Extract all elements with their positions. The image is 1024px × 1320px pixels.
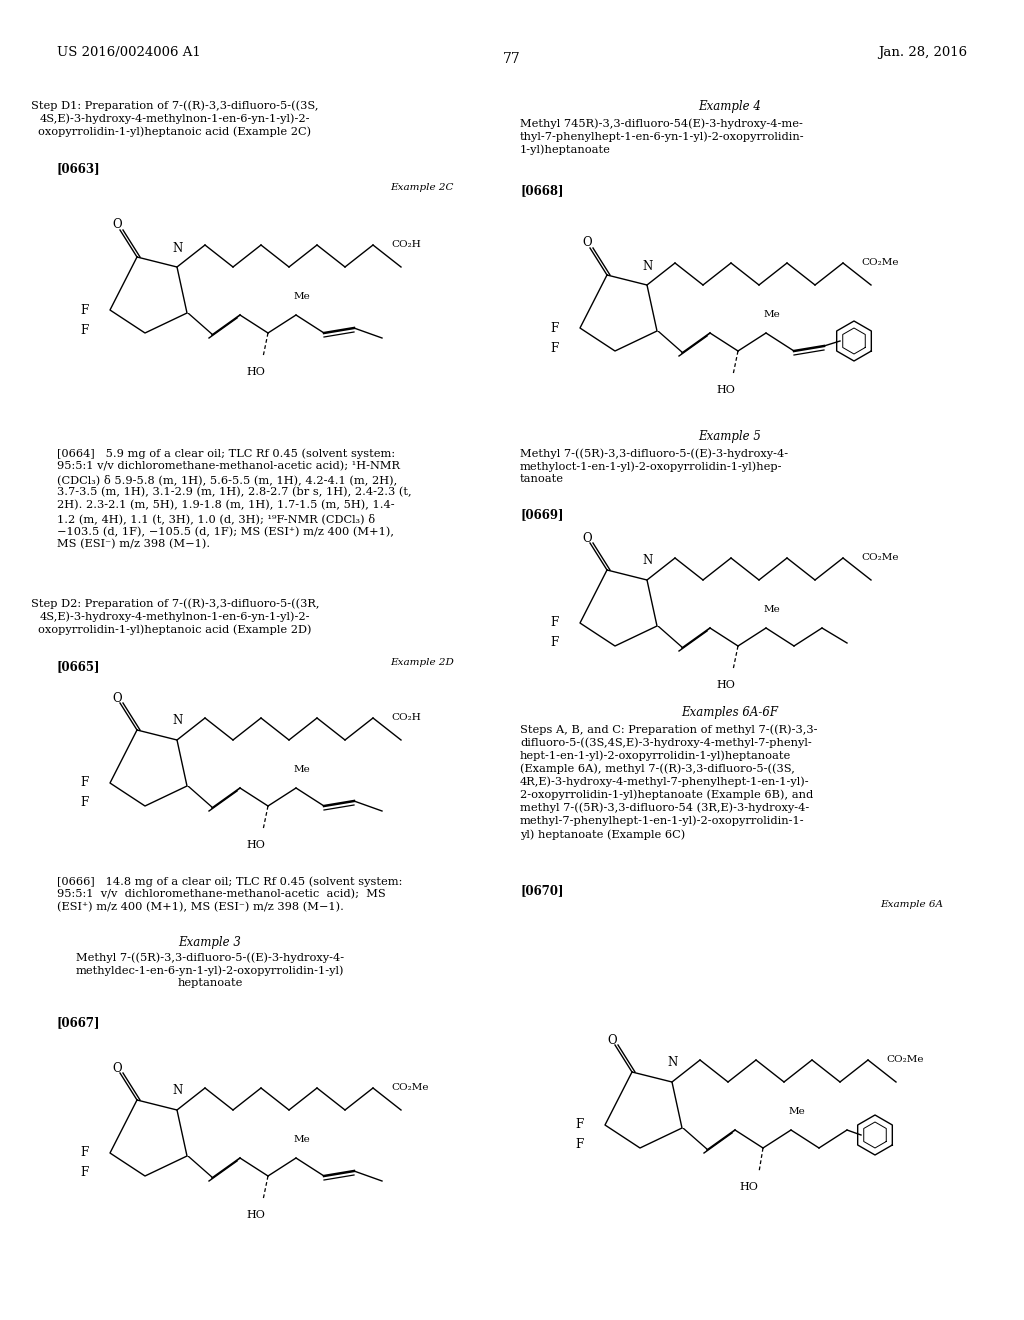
Text: O: O — [607, 1034, 616, 1047]
Text: CO₂Me: CO₂Me — [391, 1082, 428, 1092]
Text: Example 2D: Example 2D — [390, 657, 454, 667]
Text: O: O — [112, 692, 122, 705]
Text: F: F — [80, 323, 88, 337]
Text: HO: HO — [716, 385, 735, 395]
Text: N: N — [642, 260, 652, 272]
Polygon shape — [187, 785, 214, 808]
Text: [0667]: [0667] — [57, 1016, 100, 1030]
Text: US 2016/0024006 A1: US 2016/0024006 A1 — [57, 46, 201, 59]
Text: Steps A, B, and C: Preparation of methyl 7-((R)-3,3-
difluoro-5-((3S,4S,E)-3-hyd: Steps A, B, and C: Preparation of methyl… — [520, 723, 817, 840]
Text: F: F — [575, 1118, 584, 1131]
Text: Methyl 7-((5R)-3,3-difluoro-5-((E)-3-hydroxy-4-
methyloct-1-en-1-yl)-2-oxopyrrol: Methyl 7-((5R)-3,3-difluoro-5-((E)-3-hyd… — [520, 447, 788, 484]
Text: HO: HO — [246, 1210, 265, 1220]
Text: CO₂H: CO₂H — [391, 713, 421, 722]
Text: Examples 6A-6F: Examples 6A-6F — [682, 706, 778, 719]
Text: [0668]: [0668] — [520, 183, 563, 197]
Text: [0666]   14.8 mg of a clear oil; TLC Rf 0.45 (solvent system:
95:5:1  v/v  dichl: [0666] 14.8 mg of a clear oil; TLC Rf 0.… — [57, 876, 402, 912]
Text: Example 6A: Example 6A — [880, 900, 943, 909]
Text: CO₂H: CO₂H — [391, 240, 421, 249]
Text: F: F — [80, 1167, 88, 1180]
Text: N: N — [172, 1085, 182, 1097]
Text: HO: HO — [739, 1181, 758, 1192]
Text: Me: Me — [764, 310, 780, 319]
Text: Me: Me — [294, 292, 310, 301]
Text: HO: HO — [246, 840, 265, 850]
Text: F: F — [550, 616, 558, 630]
Text: [0669]: [0669] — [520, 508, 563, 521]
Text: O: O — [112, 1061, 122, 1074]
Text: Methyl 745R)-3,3-difluoro-54(E)-3-hydroxy-4-me-
thyl-7-phenylhept-1-en-6-yn-1-yl: Methyl 745R)-3,3-difluoro-54(E)-3-hydrox… — [520, 117, 805, 154]
Text: Me: Me — [764, 605, 780, 614]
Text: CO₂Me: CO₂Me — [886, 1055, 924, 1064]
Text: F: F — [80, 776, 88, 789]
Text: O: O — [582, 236, 592, 249]
Text: N: N — [172, 714, 182, 727]
Text: CO₂Me: CO₂Me — [861, 553, 898, 562]
Text: F: F — [550, 636, 558, 649]
Text: [0665]: [0665] — [57, 660, 100, 673]
Polygon shape — [657, 331, 684, 352]
Text: HO: HO — [246, 367, 265, 378]
Text: O: O — [582, 532, 592, 544]
Text: F: F — [80, 1147, 88, 1159]
Polygon shape — [187, 313, 214, 335]
Text: F: F — [80, 304, 88, 317]
Text: F: F — [575, 1138, 584, 1151]
Text: Jan. 28, 2016: Jan. 28, 2016 — [878, 46, 967, 59]
Text: Methyl 7-((5R)-3,3-difluoro-5-((E)-3-hydroxy-4-
methyldec-1-en-6-yn-1-yl)-2-oxop: Methyl 7-((5R)-3,3-difluoro-5-((E)-3-hyd… — [76, 952, 344, 989]
Text: [0664]   5.9 mg of a clear oil; TLC Rf 0.45 (solvent system:
95:5:1 v/v dichloro: [0664] 5.9 mg of a clear oil; TLC Rf 0.4… — [57, 447, 412, 549]
Text: [0663]: [0663] — [57, 162, 100, 176]
Text: N: N — [172, 242, 182, 255]
Text: CO₂Me: CO₂Me — [861, 257, 898, 267]
Text: F: F — [80, 796, 88, 809]
Text: Me: Me — [294, 766, 310, 774]
Text: Step D2: Preparation of 7-((R)-3,3-difluoro-5-((3R,
4S,E)-3-hydroxy-4-methylnon-: Step D2: Preparation of 7-((R)-3,3-diflu… — [31, 598, 319, 635]
Text: [0670]: [0670] — [520, 884, 563, 898]
Text: O: O — [112, 219, 122, 231]
Polygon shape — [682, 1129, 709, 1150]
Text: Me: Me — [294, 1135, 310, 1144]
Text: HO: HO — [716, 680, 735, 690]
Text: Step D1: Preparation of 7-((R)-3,3-difluoro-5-((3S,
4S,E)-3-hydroxy-4-methylnon-: Step D1: Preparation of 7-((R)-3,3-diflu… — [32, 100, 318, 137]
Text: 77: 77 — [503, 51, 521, 66]
Polygon shape — [657, 626, 684, 648]
Text: Example 4: Example 4 — [698, 100, 762, 114]
Text: N: N — [667, 1056, 677, 1069]
Text: Me: Me — [790, 1107, 806, 1115]
Text: F: F — [550, 342, 558, 355]
Text: Example 2C: Example 2C — [390, 183, 454, 191]
Text: F: F — [550, 322, 558, 334]
Text: N: N — [642, 554, 652, 568]
Text: Example 5: Example 5 — [698, 430, 762, 444]
Text: Example 3: Example 3 — [178, 936, 242, 949]
Polygon shape — [187, 1156, 214, 1177]
